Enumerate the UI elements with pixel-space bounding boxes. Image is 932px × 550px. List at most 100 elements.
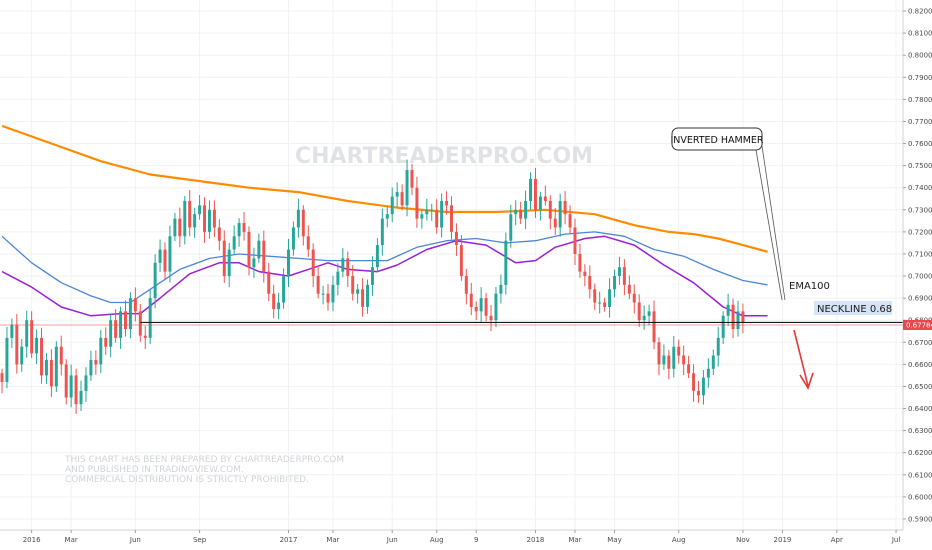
ema100-label: EMA100 — [789, 281, 830, 292]
candle-up — [395, 192, 399, 197]
candle-down — [445, 200, 449, 206]
candle-up — [701, 377, 705, 396]
candle-down — [548, 200, 552, 219]
candle-up — [321, 293, 325, 295]
candle-up — [153, 262, 157, 299]
candle-down — [326, 293, 330, 303]
candle-up — [296, 209, 300, 228]
candle-down — [272, 293, 276, 310]
candle-up — [20, 346, 24, 365]
neckline-label-text: NECKLINE 0.68 — [817, 304, 892, 315]
candle-up — [54, 346, 58, 387]
candle-down — [247, 231, 251, 268]
candle-down — [583, 271, 587, 277]
candle-up — [425, 209, 429, 215]
candle-up — [227, 249, 231, 277]
candle-down — [632, 293, 636, 303]
candle-up — [405, 170, 409, 206]
candle-up — [370, 267, 374, 285]
disclaimer: THIS CHART HAS BEEN PREPARED BY CHARTREA… — [64, 455, 344, 485]
candle-down — [74, 375, 78, 405]
candle-down — [178, 218, 182, 237]
candle-up — [736, 311, 740, 330]
candle-up — [198, 205, 202, 215]
down-arrow-icon — [793, 329, 814, 390]
watermark: CHARTREADERPRO.COM — [295, 144, 593, 169]
candle-down — [217, 227, 221, 241]
neckline-label: NECKLINE 0.68 — [814, 301, 892, 315]
candle-down — [533, 178, 537, 210]
candle-down — [133, 298, 137, 312]
candle-down — [459, 245, 463, 277]
neckline-label-bg — [814, 301, 892, 315]
candle-down — [696, 390, 700, 396]
candle-down — [677, 346, 681, 356]
candle-down — [124, 311, 127, 330]
disclaimer-line-1: THIS CHART HAS BEEN PREPARED BY CHARTREA… — [64, 455, 344, 465]
candle-down — [484, 298, 488, 316]
candle-up — [706, 368, 710, 378]
candle-down — [563, 200, 567, 215]
x-tick-label: Aug — [430, 536, 444, 544]
candle-down — [415, 187, 419, 219]
candle-down — [262, 240, 266, 272]
candle-up — [148, 298, 152, 338]
candles — [0, 159, 745, 414]
last-price-value: 0.67784 — [906, 321, 932, 329]
candle-down — [316, 276, 320, 294]
candle-up — [158, 249, 162, 263]
candle-down — [306, 236, 310, 250]
candle-down — [657, 342, 661, 365]
candle-down — [346, 258, 350, 277]
candle-up — [440, 200, 444, 228]
candle-down — [687, 364, 691, 374]
candle-down — [667, 355, 671, 369]
candle-up — [538, 196, 542, 210]
x-tick-label: May — [607, 536, 621, 544]
candle-up — [375, 245, 379, 268]
candle-up — [366, 284, 370, 307]
candle-down — [30, 320, 34, 354]
candle-up — [662, 355, 666, 365]
candle-up — [336, 271, 340, 285]
candle-up — [257, 240, 261, 259]
candle-up — [558, 200, 562, 228]
x-tick-label: Nov — [736, 536, 750, 544]
candle-down — [311, 249, 315, 277]
candle-down — [469, 293, 473, 307]
x-tick-label: Aug — [672, 536, 686, 544]
candle-down — [731, 304, 735, 330]
candle-down — [573, 227, 577, 254]
inverted-hammer-callout[interactable]: INVERTED HAMMER — [670, 127, 786, 301]
candle-down — [622, 267, 626, 285]
x-tick-label: Mar — [326, 536, 339, 544]
candle-up — [380, 218, 384, 246]
candle-up — [35, 337, 39, 354]
candle-up — [608, 289, 612, 307]
disclaimer-line-2: AND PUBLISHED IN TRADINGVIEW.COM. — [65, 465, 244, 475]
candle-up — [672, 346, 676, 369]
candle-down — [519, 209, 523, 219]
inverted-hammer-label: INVERTED HAMMER — [670, 135, 763, 146]
x-tick-label: 9 — [474, 536, 478, 544]
candle-down — [242, 223, 246, 232]
candle-up — [168, 236, 172, 272]
candle-up — [109, 320, 113, 347]
candle-down — [212, 209, 216, 228]
candle-up — [277, 302, 281, 310]
candle-up — [5, 337, 9, 383]
y-tick-label: 0.82000 — [908, 8, 932, 16]
price-levels — [0, 321, 903, 326]
candle-down — [114, 320, 118, 338]
